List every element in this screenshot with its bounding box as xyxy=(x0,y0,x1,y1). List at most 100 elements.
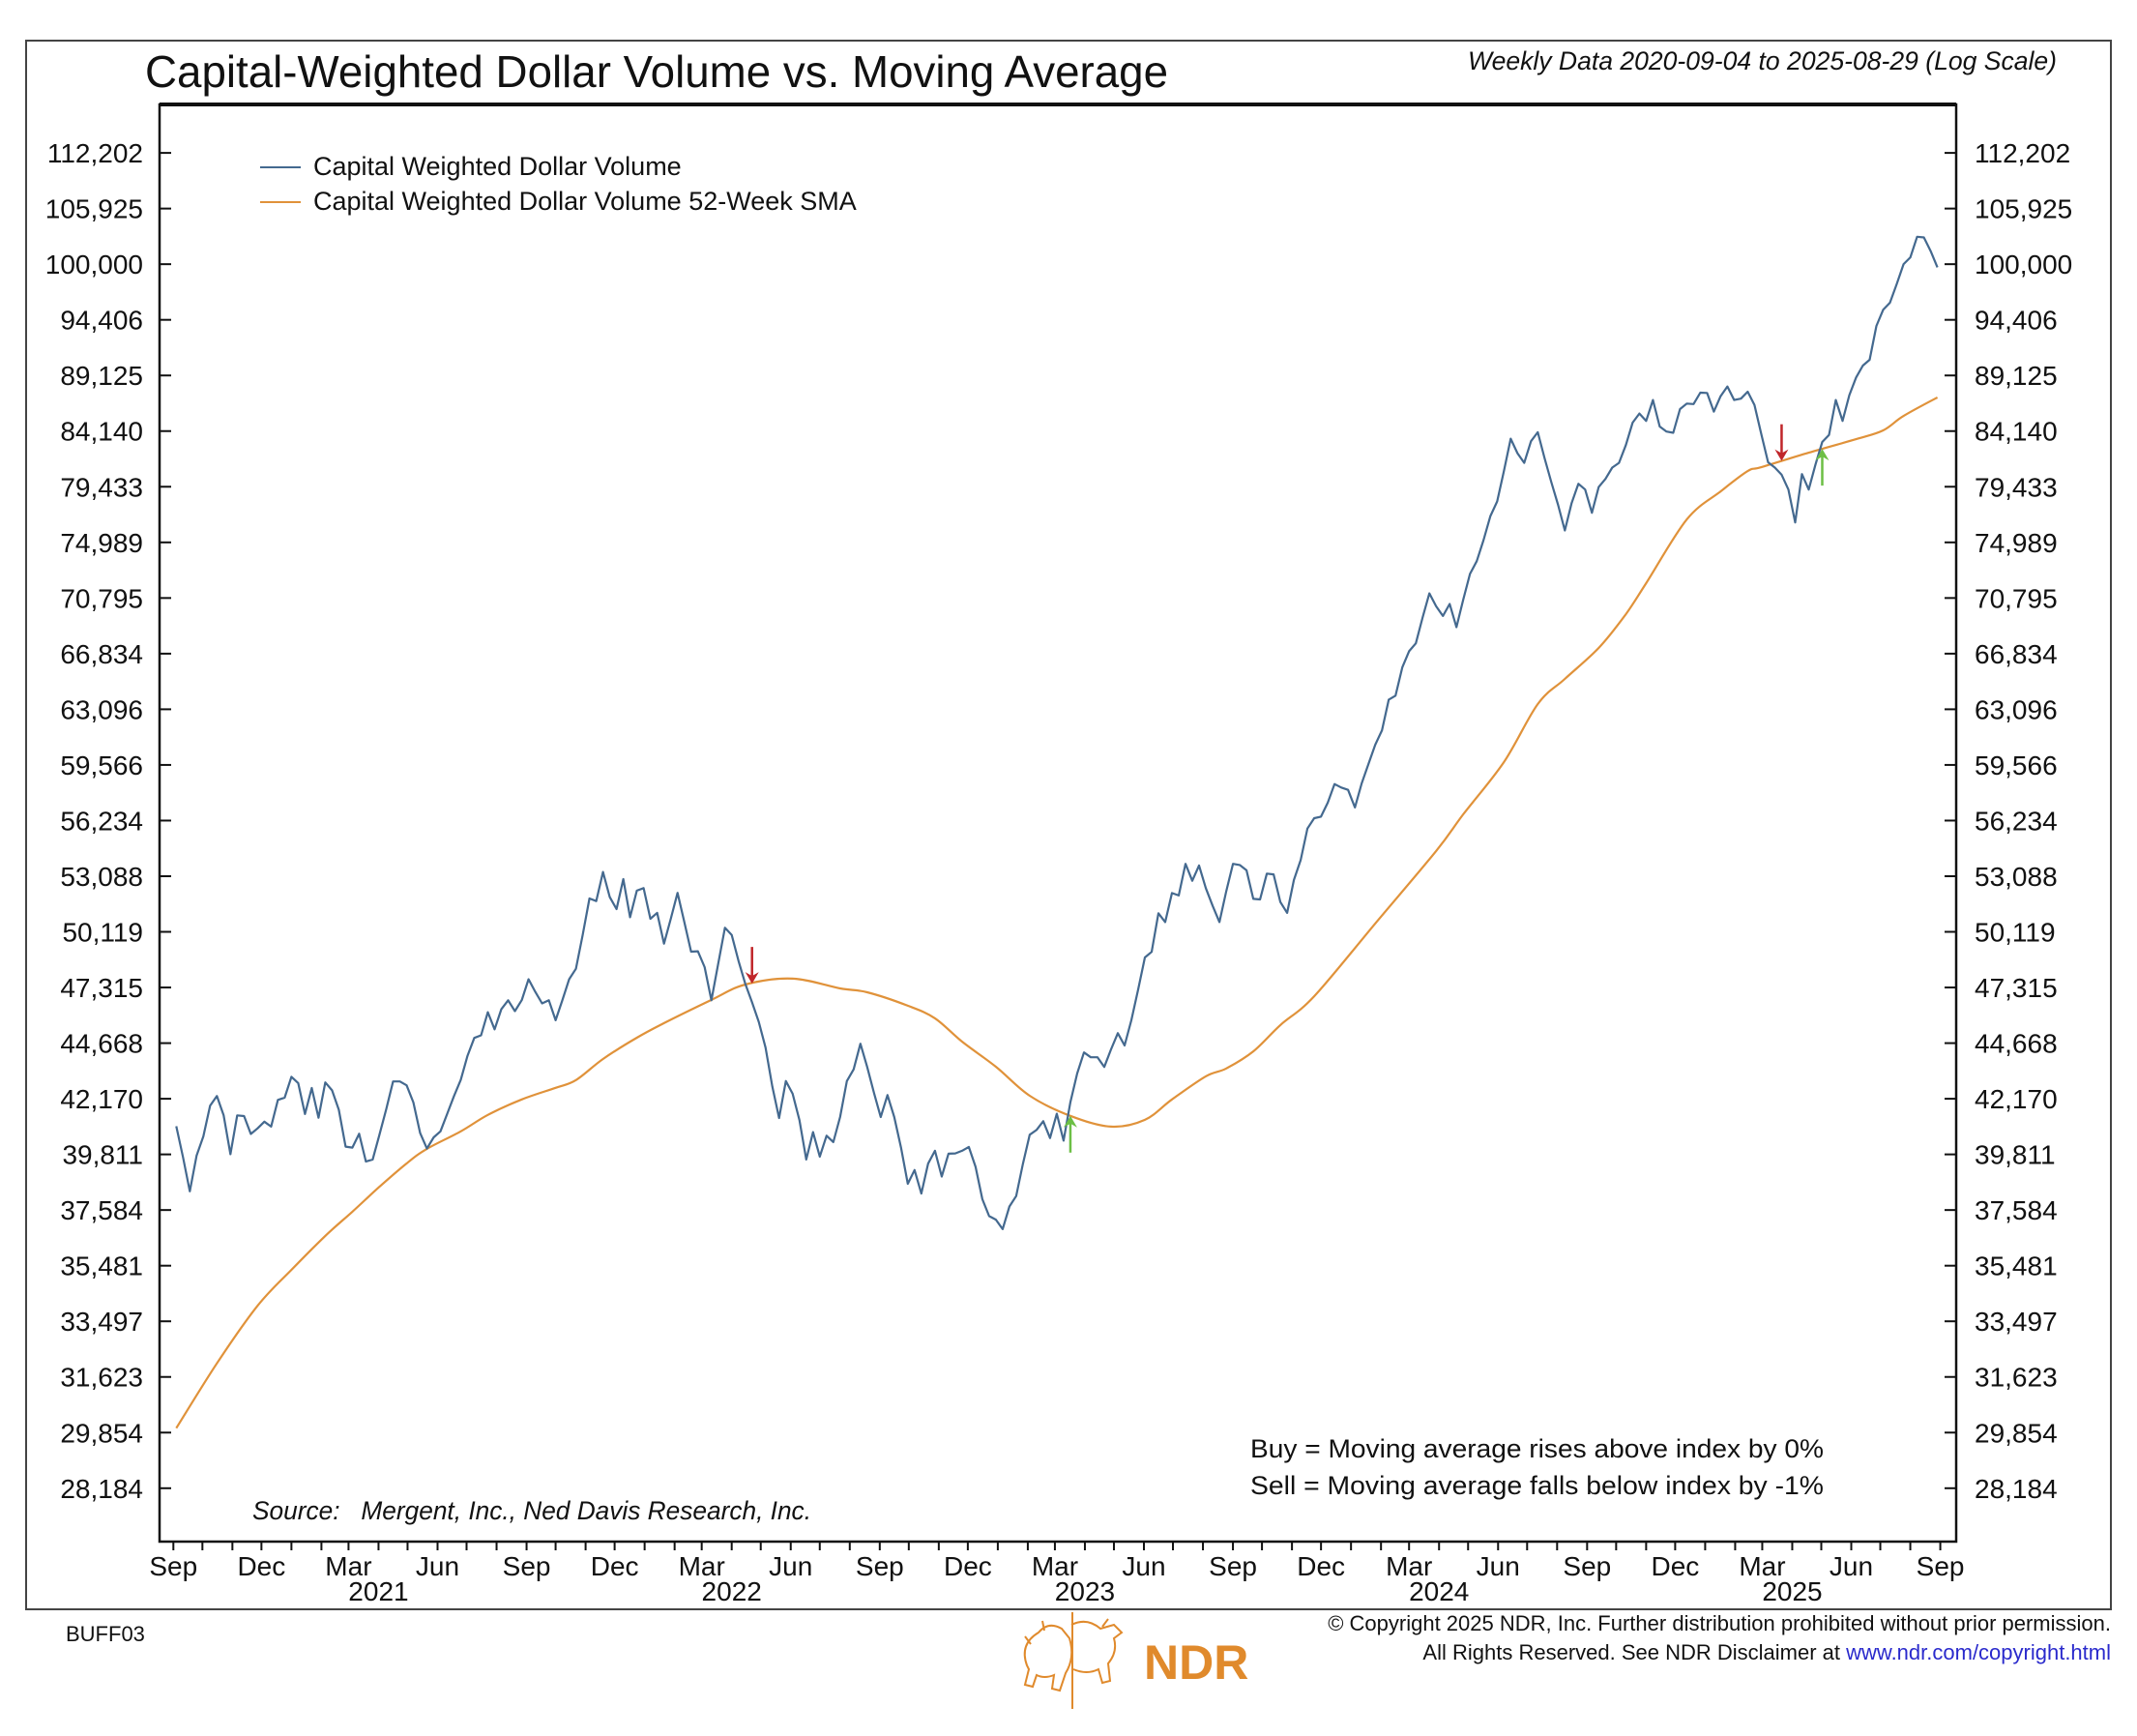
y-tick-label-right: 74,989 xyxy=(1975,528,2058,558)
y-tick-label-right: 53,088 xyxy=(1975,862,2058,892)
sma-line xyxy=(175,397,1939,1429)
y-tick-label-right: 42,170 xyxy=(1975,1084,2058,1114)
x-tick-label: Dec xyxy=(944,1551,992,1581)
sell-arrow-icon xyxy=(745,947,759,985)
x-tick-label: Mar xyxy=(1032,1551,1078,1581)
y-tick-label-left: 35,481 xyxy=(60,1251,143,1281)
y-tick-label-right: 31,623 xyxy=(1975,1363,2058,1393)
x-tick-label: Jun xyxy=(1477,1551,1520,1581)
x-tick-label: Sep xyxy=(149,1551,197,1581)
y-tick-label-left: 74,989 xyxy=(60,528,143,558)
chart-code: BUFF03 xyxy=(66,1622,145,1646)
y-tick-label-right: 33,497 xyxy=(1975,1307,2058,1337)
y-tick-label-right: 70,795 xyxy=(1975,583,2058,613)
chart-subtitle: Weekly Data 2020-09-04 to 2025-08-29 (Lo… xyxy=(1468,46,2057,75)
y-tick-label-left: 105,925 xyxy=(45,194,143,224)
y-tick-label-left: 53,088 xyxy=(60,862,143,892)
y-tick-label-left: 31,623 xyxy=(60,1363,143,1393)
y-tick-label-left: 44,668 xyxy=(60,1029,143,1059)
sell-rule-note: Sell = Moving average falls below index … xyxy=(1250,1471,1824,1500)
plot-area xyxy=(158,103,1958,1544)
y-tick-label-right: 63,096 xyxy=(1975,694,2058,724)
x-tick-label: Dec xyxy=(1651,1551,1699,1581)
y-tick-label-right: 56,234 xyxy=(1975,806,2058,836)
legend: Capital Weighted Dollar Volume Capital W… xyxy=(260,152,857,216)
y-tick-label-left: 39,811 xyxy=(62,1140,143,1170)
y-tick-label-left: 112,202 xyxy=(47,138,143,168)
y-tick-label-left: 63,096 xyxy=(60,694,143,724)
y-tick-label-left: 42,170 xyxy=(60,1084,143,1114)
x-tick-label: Sep xyxy=(1917,1551,1965,1581)
y-tick-label-right: 100,000 xyxy=(1975,250,2072,280)
y-tick-label-right: 44,668 xyxy=(1975,1029,2058,1059)
y-tick-label-left: 89,125 xyxy=(60,361,143,391)
y-tick-label-right: 29,854 xyxy=(1975,1418,2058,1448)
y-tick-label-right: 79,433 xyxy=(1975,472,2058,502)
x-year-label: 2023 xyxy=(1055,1576,1115,1606)
copyright-line-1: © Copyright 2025 NDR, Inc. Further distr… xyxy=(1328,1611,2111,1635)
x-tick-label: Dec xyxy=(237,1551,285,1581)
y-tick-label-right: 112,202 xyxy=(1975,138,2070,168)
x-axis: Sep Dec Mar Jun Sep Dec Mar Jun Sep Dec Mar Jun Sep D… xyxy=(149,1542,1964,1606)
y-tick-label-right: 94,406 xyxy=(1975,306,2058,336)
y-tick-label-left: 84,140 xyxy=(60,417,143,447)
y-tick-label-left: 47,315 xyxy=(60,973,143,1003)
x-tick-label: Mar xyxy=(1739,1551,1785,1581)
y-tick-label-left: 94,406 xyxy=(60,306,143,336)
sell-arrow-icon xyxy=(1774,424,1789,461)
y-tick-label-left: 29,854 xyxy=(60,1418,143,1448)
y-axes: 112,202 112,202 105,925 105,925 100,000 100,0… xyxy=(45,138,2072,1504)
y-tick-label-left: 59,566 xyxy=(60,750,143,780)
y-tick-label-left: 66,834 xyxy=(60,639,143,669)
y-tick-label-left: 79,433 xyxy=(60,472,143,502)
legend-label-sma: Capital Weighted Dollar Volume 52-Week S… xyxy=(313,187,857,216)
x-tick-label: Mar xyxy=(325,1551,371,1581)
x-tick-label: Dec xyxy=(1297,1551,1345,1581)
y-tick-label-left: 37,584 xyxy=(60,1195,143,1225)
y-tick-label-right: 89,125 xyxy=(1975,361,2058,391)
legend-label-volume: Capital Weighted Dollar Volume xyxy=(313,152,682,181)
ndr-logo-text: NDR xyxy=(1144,1635,1248,1690)
copyright-text: All Rights Reserved. See NDR Disclaimer … xyxy=(1422,1640,1846,1664)
x-tick-label: Jun xyxy=(769,1551,812,1581)
bull-bear-icon xyxy=(1023,1612,1124,1709)
y-tick-label-right: 50,119 xyxy=(1975,918,2056,948)
x-tick-label: Sep xyxy=(1209,1551,1257,1581)
x-tick-label: Jun xyxy=(1122,1551,1165,1581)
y-tick-label-left: 28,184 xyxy=(60,1474,143,1504)
x-tick-label: Mar xyxy=(1386,1551,1432,1581)
source-note: Source: Mergent, Inc., Ned Davis Researc… xyxy=(252,1496,811,1525)
ndr-logo: NDR xyxy=(1023,1612,1248,1709)
y-tick-label-right: 37,584 xyxy=(1975,1195,2058,1225)
x-tick-label: Sep xyxy=(503,1551,551,1581)
y-tick-label-left: 70,795 xyxy=(60,583,143,613)
y-tick-label-right: 28,184 xyxy=(1975,1474,2058,1504)
x-tick-label: Sep xyxy=(856,1551,904,1581)
copyright-link[interactable]: www.ndr.com/copyright.html xyxy=(1845,1640,2111,1664)
buy-arrow-icon xyxy=(1063,1115,1077,1153)
x-tick-label: Dec xyxy=(591,1551,639,1581)
series-group xyxy=(175,235,1939,1429)
y-tick-label-right: 59,566 xyxy=(1975,750,2058,780)
x-tick-label: Jun xyxy=(416,1551,459,1581)
buy-arrow-icon xyxy=(1815,449,1830,486)
chart-title: Capital-Weighted Dollar Volume vs. Movin… xyxy=(145,46,1168,97)
y-tick-label-right: 39,811 xyxy=(1975,1140,2056,1170)
signal-arrows xyxy=(745,424,1830,1153)
y-tick-label-right: 66,834 xyxy=(1975,639,2058,669)
y-tick-label-right: 35,481 xyxy=(1975,1251,2058,1281)
x-tick-label: Jun xyxy=(1830,1551,1873,1581)
x-tick-label: Mar xyxy=(679,1551,725,1581)
x-tick-label: Sep xyxy=(1563,1551,1611,1581)
copyright-line-2: All Rights Reserved. See NDR Disclaimer … xyxy=(1422,1640,2111,1664)
outer-frame xyxy=(25,40,2112,1610)
y-tick-label-left: 50,119 xyxy=(62,918,143,948)
y-tick-label-right: 47,315 xyxy=(1975,973,2058,1003)
y-tick-label-left: 56,234 xyxy=(60,806,143,836)
y-tick-label-right: 84,140 xyxy=(1975,417,2058,447)
y-tick-label-right: 105,925 xyxy=(1975,194,2072,224)
volume-line xyxy=(175,235,1939,1230)
x-year-label: 2021 xyxy=(348,1576,408,1606)
y-tick-label-left: 100,000 xyxy=(45,250,143,280)
